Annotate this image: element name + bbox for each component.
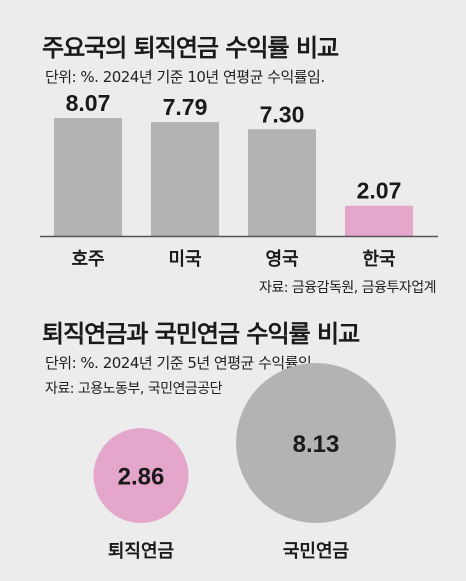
bar-영국 [248,129,316,236]
chart2-title: 퇴직연금과 국민연금 수익률 비교 [42,320,360,348]
chart1-title: 주요국의 퇴직연금 수익률 비교 [42,34,339,62]
bar-한국 [345,205,413,236]
bar-value-label: 2.07 [357,178,402,204]
chart2-subtitle: 단위: %. 2024년 기준 5년 연평균 수익률임. [45,354,316,372]
bubble-value-label: 8.13 [293,431,340,458]
category-label: 영국 [265,249,298,270]
chart1-subtitle: 단위: %. 2024년 기준 10년 연평균 수익률임. [45,68,325,86]
bubble-category-label: 국민연금 [283,541,349,562]
bubble-value-label: 2.86 [118,464,165,491]
chart2-source: 자료: 고용노동부, 국민연금공단 [45,381,223,397]
bar-value-label: 8.07 [66,90,111,116]
category-label: 한국 [362,249,395,270]
bar-value-label: 7.79 [163,94,208,120]
bar-value-label: 7.30 [260,101,305,127]
category-label: 호주 [71,249,104,270]
bar-호주 [54,118,122,236]
category-label: 미국 [168,249,201,270]
chart1-source: 자료: 금융감독원, 금융투자업계 [258,280,437,296]
bubble-category-label: 퇴직연금 [108,541,174,562]
bar-chart: 8.07 호주 7.79 미국 7.30 영국 2.07 한국 [40,90,438,270]
bubble-퇴직연금 [93,428,189,523]
bar-미국 [151,122,219,236]
bubble-국민연금 [236,363,396,523]
